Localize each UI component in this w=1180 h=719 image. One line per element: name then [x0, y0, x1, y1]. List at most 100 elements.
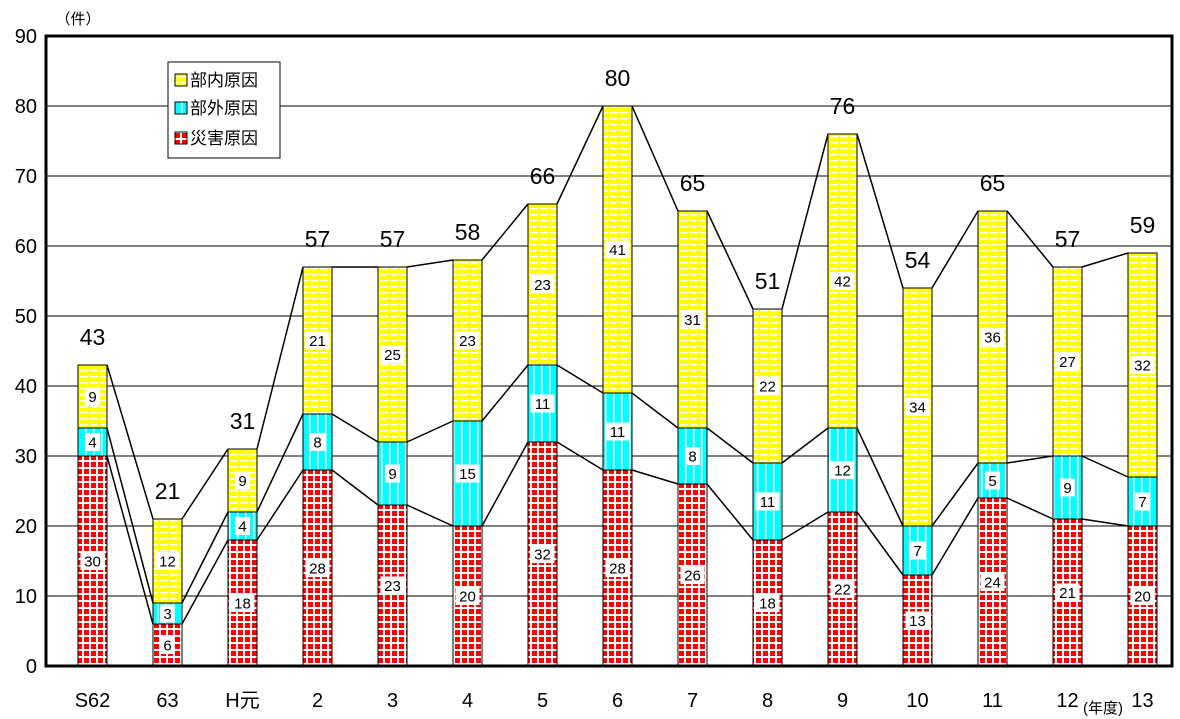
total-value-label: 76 — [830, 93, 856, 119]
segment-label-box — [380, 576, 405, 595]
y-axis-unit-label: （件） — [55, 11, 100, 28]
segment-label-box — [680, 310, 705, 329]
bar-segment-series-1 — [902, 525, 933, 576]
x-tick-label: S62 — [75, 690, 111, 712]
legend-swatch-series-0 — [174, 131, 188, 145]
segment-label-box — [980, 328, 1005, 346]
segment-label-box — [380, 345, 405, 364]
series-line-1 — [1081, 455, 1129, 478]
series-line-0 — [556, 441, 604, 471]
segment-label-box — [235, 517, 250, 535]
segment-value-label: 36 — [984, 330, 1001, 347]
x-tick-label: 2 — [312, 690, 323, 712]
series-line-0 — [1081, 518, 1129, 527]
segment-value-label: 30 — [84, 554, 101, 571]
series-line-2 — [256, 266, 304, 450]
series-line-1 — [781, 427, 829, 464]
segment-value-label: 32 — [534, 547, 551, 564]
segment-label-box — [530, 545, 555, 563]
total-value-label: 80 — [605, 65, 631, 91]
segment-value-label: 24 — [984, 575, 1001, 592]
segment-value-label: 23 — [534, 277, 551, 294]
segment-label-box — [980, 573, 1005, 591]
segment-value-label: 20 — [459, 589, 476, 606]
segment-value-label: 12 — [834, 463, 851, 480]
segment-value-label: 5 — [988, 473, 996, 490]
x-axis-tick-labels: S62 63 H元 2 3 4 5 6 7 8 9 10 11 12 13 — [75, 690, 1154, 712]
y-tick-label: 40 — [15, 376, 37, 398]
segment-label-box — [685, 447, 700, 465]
segment-label-box — [755, 594, 780, 612]
segment-value-label: 9 — [88, 389, 96, 406]
series-line-0 — [931, 497, 979, 576]
segment-value-label: 34 — [909, 400, 926, 417]
segment-label-box — [905, 398, 930, 416]
total-value-label: 54 — [905, 247, 931, 273]
total-value-label: 58 — [455, 219, 481, 245]
segment-label-box — [905, 611, 930, 630]
series-line-0 — [331, 469, 379, 506]
segment-value-label: 9 — [1063, 480, 1071, 497]
series-line-0 — [1006, 497, 1054, 520]
segment-label-box — [80, 552, 105, 570]
series-line-1 — [331, 413, 379, 443]
x-tick-label: 8 — [762, 690, 773, 712]
total-value-label: 66 — [530, 163, 556, 189]
series-lines — [106, 105, 1129, 625]
series-line-1 — [556, 364, 604, 394]
segment-label-box — [85, 433, 100, 451]
segment-value-label: 9 — [238, 473, 246, 490]
series-line-2 — [556, 105, 604, 205]
segment-value-label: 12 — [159, 554, 176, 571]
series-line-2 — [106, 364, 154, 520]
x-tick-label: 12 — [1056, 690, 1078, 712]
legend-item-series-1: 部外原因 — [174, 99, 258, 118]
series-line-0 — [406, 504, 454, 527]
series-line-0 — [481, 441, 529, 527]
series-line-1 — [181, 511, 229, 604]
x-tick-label: 11 — [982, 690, 1003, 712]
segment-label-box — [1130, 356, 1155, 374]
segment-value-label: 20 — [1134, 589, 1151, 606]
y-tick-label: 50 — [15, 306, 37, 328]
segment-value-label: 9 — [388, 466, 396, 483]
segment-label-box — [680, 566, 705, 584]
series-line-1 — [481, 364, 529, 422]
segment-label-box — [305, 559, 330, 577]
x-tick-label: 3 — [387, 690, 398, 712]
legend-label-series-0: 災害原因 — [190, 129, 258, 148]
y-tick-label: 60 — [15, 236, 37, 258]
segment-value-label: 28 — [309, 561, 326, 578]
segment-label-box — [755, 377, 780, 395]
segment-value-label: 22 — [834, 582, 851, 599]
total-value-label: 59 — [1130, 212, 1156, 238]
series-line-1 — [931, 462, 979, 527]
segment-label-box — [455, 464, 480, 483]
x-tick-label: 7 — [687, 690, 698, 712]
segment-value-label: 41 — [609, 242, 626, 259]
series-line-2 — [1081, 252, 1129, 268]
total-value-label: 51 — [755, 268, 781, 294]
segment-label-box — [85, 387, 100, 406]
series-line-2 — [181, 448, 229, 520]
series-line-2 — [781, 133, 829, 310]
y-tick-label: 30 — [15, 446, 37, 468]
total-value-label: 57 — [305, 226, 331, 252]
segment-label-box — [230, 594, 255, 612]
x-axis-unit-label: (年度) — [1083, 700, 1123, 717]
segment-value-label: 28 — [609, 561, 626, 578]
segment-value-label: 23 — [459, 333, 476, 350]
segment-value-label: 25 — [384, 347, 401, 364]
total-value-label: 21 — [155, 478, 181, 504]
segment-label-box — [160, 636, 175, 654]
total-value-label: 57 — [380, 226, 406, 252]
segment-value-label: 18 — [759, 596, 776, 613]
segment-value-label: 18 — [234, 596, 251, 613]
segment-label-box — [755, 492, 780, 511]
series-line-2 — [481, 203, 529, 261]
segment-value-label: 8 — [688, 449, 696, 466]
series-line-1 — [106, 427, 154, 604]
segment-label-box — [455, 587, 480, 605]
segment-label-box — [530, 394, 555, 413]
series-line-0 — [781, 511, 829, 541]
